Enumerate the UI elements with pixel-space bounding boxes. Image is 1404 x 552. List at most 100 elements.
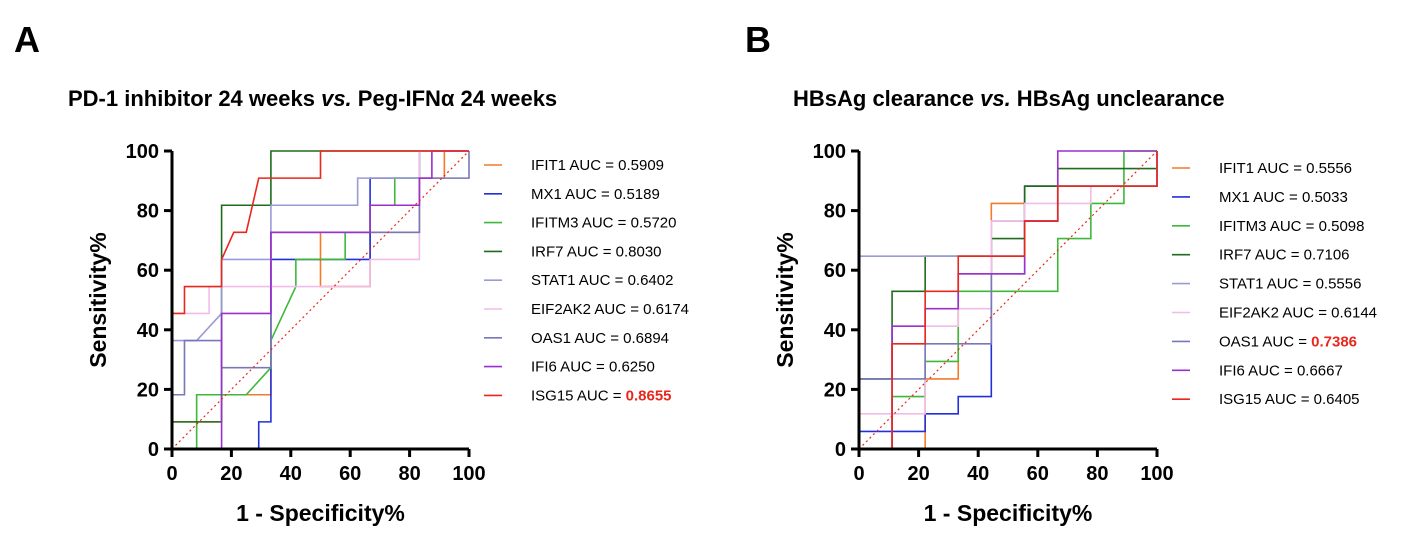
legend-series-name: IRF7 [1219, 247, 1252, 264]
legend-auc-prefix: AUC = [1263, 276, 1315, 293]
legend-auc-value: 0.6250 [609, 359, 655, 376]
legend-series-name: ISG15 [1219, 391, 1262, 408]
legend-entry-ifitm3: IFITM3 AUC = 0.5098 [1219, 218, 1365, 235]
legend-series-name: IFI6 [1219, 362, 1245, 379]
x-tick-label: 100 [452, 463, 485, 485]
roc-line-eif2ak2 [858, 151, 1158, 449]
x-tick-label: 40 [967, 463, 989, 485]
legend-entry-eif2ak2: EIF2AK2 AUC = 0.6174 [531, 301, 689, 318]
legend-series-name: MX1 [1219, 189, 1250, 206]
legend-auc-prefix: AUC = [579, 215, 631, 232]
legend: IFIT1 AUC = 0.5909 MX1 AUC = 0.5189 IFITM3… [484, 157, 689, 404]
x-tick-label: 60 [1027, 463, 1049, 485]
roc-line-ifi6 [172, 150, 469, 450]
panel-letter: B [745, 19, 771, 60]
chart-title: HBsAg clearance vs. HBsAg unclearance [793, 86, 1225, 111]
x-tick-label: 20 [220, 463, 242, 485]
x-tick-label: 0 [853, 463, 864, 485]
x-axis-label: 1 - Specificity% [924, 500, 1093, 526]
series-group [858, 150, 1158, 450]
panel-a: A PD-1 inhibitor 24 weeks vs. Peg-IFNα 24… [14, 19, 689, 526]
title-part-2: Peg-IFNα 24 weeks [352, 86, 558, 111]
legend-auc-prefix: AUC = [1250, 189, 1302, 206]
x-tick-label: 80 [1086, 463, 1108, 485]
reference-diagonal [171, 150, 470, 450]
legend-series-name: IFITM3 [1219, 218, 1267, 235]
legend-series-name: STAT1 [531, 272, 575, 289]
legend-entry-ifi6: IFI6 AUC = 0.6667 [1219, 362, 1343, 379]
y-tick-label: 80 [137, 201, 159, 223]
legend-series-name: IFI6 [531, 359, 557, 376]
legend-auc-prefix: AUC = [1267, 218, 1319, 235]
legend-entry-mx1: MX1 AUC = 0.5189 [531, 186, 660, 203]
legend-auc-value: 0.5556 [1316, 276, 1362, 293]
legend-series-name: MX1 [531, 186, 562, 203]
legend-series-name: OAS1 [531, 330, 571, 347]
title-italic-vs: vs. [980, 86, 1011, 111]
legend-entry-stat1: STAT1 AUC = 0.6402 [531, 272, 673, 289]
title-part-1: PD-1 inhibitor 24 weeks [68, 86, 321, 111]
y-tick-label: 100 [813, 141, 846, 163]
legend-auc-value: 0.5720 [631, 215, 677, 232]
legend-series-name: OAS1 [1219, 333, 1259, 350]
y-axis-label: Sensitivity% [772, 232, 798, 368]
legend-auc-value: 0.5033 [1302, 189, 1348, 206]
legend-auc-value: 0.6894 [623, 330, 669, 347]
x-tick-label: 100 [1140, 463, 1173, 485]
y-tick-label: 100 [126, 141, 159, 163]
legend-auc-prefix: AUC = [1279, 305, 1331, 322]
legend-series-name: IRF7 [531, 243, 564, 260]
title-part-1: HBsAg clearance [793, 86, 980, 111]
chart-title: PD-1 inhibitor 24 weeks vs. Peg-IFNα 24 … [68, 86, 557, 111]
legend-auc-prefix: AUC = [575, 272, 627, 289]
legend-auc-value: 0.6144 [1331, 305, 1377, 322]
legend: IFIT1 AUC = 0.5556 MX1 AUC = 0.5033 IFITM3… [1172, 160, 1377, 408]
legend-entry-eif2ak2: EIF2AK2 AUC = 0.6144 [1219, 305, 1377, 322]
legend-entry-mx1: MX1 AUC = 0.5033 [1219, 189, 1348, 206]
y-tick-label: 80 [824, 201, 846, 223]
y-tick-label: 0 [835, 439, 846, 461]
legend-auc-value: 0.5556 [1306, 160, 1352, 177]
x-tick-label: 80 [398, 463, 420, 485]
legend-entry-isg15: ISG15 AUC = 0.8655 [531, 387, 672, 404]
legend-series-name: IFITM3 [531, 215, 579, 232]
legend-auc-value: 0.7386 [1311, 333, 1357, 350]
panel-letter: A [14, 19, 40, 60]
legend-entry-oas1: OAS1 AUC = 0.6894 [531, 330, 669, 347]
legend-auc-value: 0.6174 [643, 301, 689, 318]
legend-auc-prefix: AUC = [571, 330, 623, 347]
roc-line-ifitm3 [859, 150, 1157, 450]
x-tick-label: 0 [166, 463, 177, 485]
legend-auc-prefix: AUC = [1252, 247, 1304, 264]
legend-entry-ifitm3: IFITM3 AUC = 0.5720 [531, 215, 677, 232]
y-tick-label: 60 [824, 260, 846, 282]
y-tick-label: 40 [137, 320, 159, 342]
legend-entry-isg15: ISG15 AUC = 0.6405 [1219, 391, 1360, 408]
legend-auc-value: 0.6667 [1297, 362, 1343, 379]
legend-auc-prefix: AUC = [1262, 391, 1314, 408]
legend-auc-prefix: AUC = [566, 157, 618, 174]
y-tick-label: 20 [137, 379, 159, 401]
y-tick-label: 40 [824, 320, 846, 342]
legend-auc-value: 0.5098 [1319, 218, 1365, 235]
legend-series-name: IFIT1 [531, 157, 566, 174]
legend-series-name: ISG15 [531, 387, 574, 404]
legend-series-name: STAT1 [1219, 276, 1263, 293]
legend-auc-prefix: AUC = [564, 243, 616, 260]
panel-b: B HBsAg clearance vs. HBsAg unclearance 0 2… [745, 19, 1377, 526]
legend-auc-prefix: AUC = [1254, 160, 1306, 177]
x-axis-label: 1 - Specificity% [236, 500, 405, 526]
y-tick-label: 20 [824, 379, 846, 401]
legend-auc-prefix: AUC = [557, 359, 609, 376]
roc-line-isg15 [859, 151, 1158, 450]
legend-auc-prefix: AUC = [1245, 362, 1297, 379]
legend-series-name: EIF2AK2 [531, 301, 591, 318]
legend-entry-stat1: STAT1 AUC = 0.5556 [1219, 276, 1361, 293]
legend-auc-prefix: AUC = [562, 186, 614, 203]
legend-entry-ifit1: IFIT1 AUC = 0.5556 [1219, 160, 1352, 177]
y-tick-label: 0 [148, 439, 159, 461]
legend-auc-prefix: AUC = [1259, 333, 1311, 350]
legend-series-name: EIF2AK2 [1219, 305, 1279, 322]
title-italic-vs: vs. [321, 86, 352, 111]
